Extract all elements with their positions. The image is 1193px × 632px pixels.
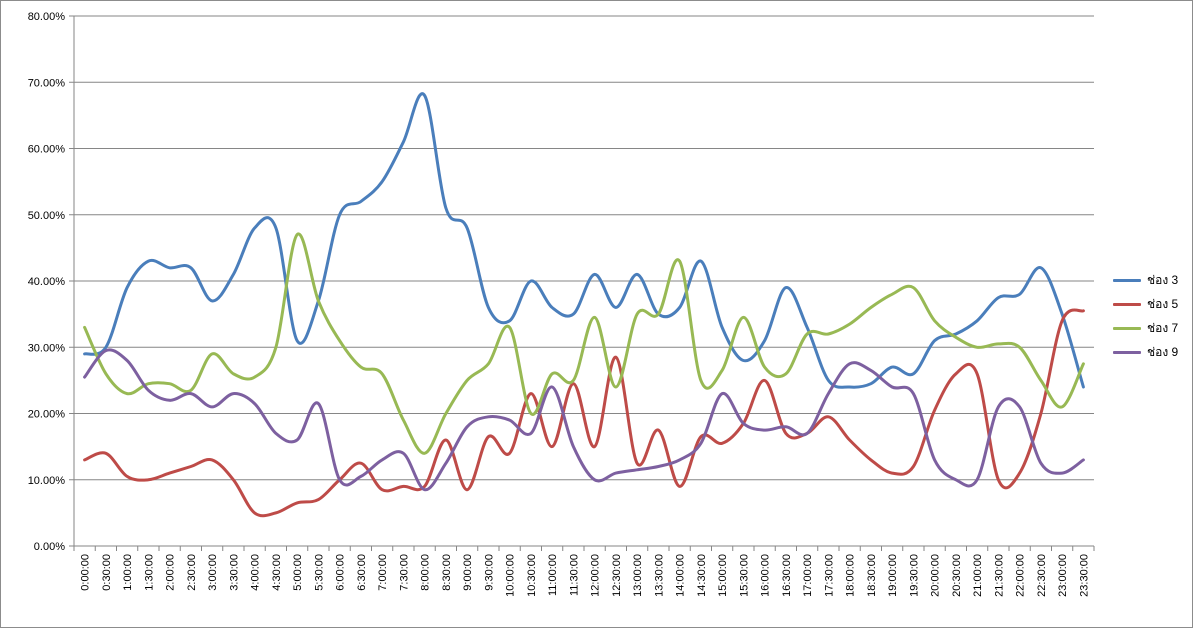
x-tick-label: 9:30:00 (483, 554, 495, 591)
x-tick-label: 16:30:00 (781, 554, 793, 597)
x-tick-label: 3:30:00 (228, 554, 240, 591)
x-tick-label: 18:00:00 (845, 554, 857, 597)
x-tick-label: 11:30:00 (568, 554, 580, 596)
y-tick-label: 30.00% (28, 342, 66, 354)
legend-item-series-1: ช่อง 5 (1113, 292, 1178, 316)
x-tick-label: 13:30:00 (653, 554, 665, 597)
legend-swatch (1113, 350, 1141, 354)
x-tick-label: 7:30:00 (398, 554, 410, 591)
y-tick-label: 10.00% (28, 475, 66, 487)
x-tick-label: 8:30:00 (441, 554, 453, 591)
x-tick-labels: 0:00:00 0:30:00 1:00:00 1:30:00 2:00:00 2:30:… (80, 554, 1091, 597)
x-tick-label: 11:00:00 (547, 554, 559, 596)
series-line-2 (83, 232, 1085, 455)
y-tick-label: 20.00% (28, 409, 66, 421)
x-tick-label: 23:30:00 (1078, 554, 1090, 597)
legend-swatch (1113, 326, 1141, 330)
series-lines (83, 92, 1085, 518)
y-tick-label: 0.00% (34, 541, 65, 553)
x-tick-label: 8:00:00 (420, 554, 432, 591)
legend-swatch (1113, 278, 1141, 282)
y-tick-label: 60.00% (28, 144, 66, 156)
x-tick-label: 9:00:00 (462, 554, 474, 591)
x-tick-label: 4:00:00 (250, 554, 262, 591)
x-tick-label: 7:00:00 (377, 554, 389, 591)
x-tick-label: 2:00:00 (165, 554, 177, 591)
x-tick-label: 4:30:00 (271, 554, 283, 591)
x-tick-label: 0:30:00 (101, 554, 113, 591)
legend-label: ช่อง 9 (1147, 344, 1179, 359)
x-tick-label: 10:00:00 (505, 554, 517, 597)
x-tick-label: 14:00:00 (675, 554, 687, 597)
series-line-1 (83, 308, 1085, 518)
x-tick-label: 15:30:00 (738, 554, 750, 597)
x-tick-label: 21:00:00 (972, 554, 984, 597)
legend-swatch (1113, 302, 1141, 306)
x-tick-label: 17:00:00 (802, 554, 814, 597)
legend: ช่อง 3 ช่อง 5 ช่อง 7 ช่อง 9 (1113, 268, 1178, 364)
x-tick-label: 21:30:00 (993, 554, 1005, 597)
x-tick-label: 12:30:00 (611, 554, 623, 597)
legend-item-series-2: ช่อง 7 (1113, 316, 1178, 340)
y-tick-label: 80.00% (28, 11, 66, 23)
x-tick-label: 14:30:00 (696, 554, 708, 597)
x-tick-label: 19:30:00 (908, 554, 920, 597)
x-tick-label: 10:30:00 (526, 554, 538, 597)
x-tick-label: 20:00:00 (930, 554, 942, 597)
x-tick-label: 20:30:00 (951, 554, 963, 597)
x-tick-label: 1:30:00 (143, 554, 155, 591)
x-tick-label: 5:00:00 (292, 554, 304, 591)
y-tick-label: 40.00% (28, 276, 66, 288)
axes (69, 15, 1095, 551)
x-tick-label: 12:00:00 (590, 554, 602, 597)
x-tick-label: 15:00:00 (717, 554, 729, 597)
x-tick-label: 18:30:00 (866, 554, 878, 597)
x-tick-label: 13:00:00 (632, 554, 644, 597)
y-tick-label: 50.00% (28, 210, 66, 222)
x-tick-label: 23:00:00 (1057, 554, 1069, 597)
x-tick-label: 2:30:00 (186, 554, 198, 591)
x-tick-label: 22:00:00 (1015, 554, 1027, 597)
x-tick-label: 22:30:00 (1036, 554, 1048, 597)
x-tick-label: 6:00:00 (335, 554, 347, 591)
x-tick-label: 0:00:00 (80, 554, 92, 591)
y-tick-label: 70.00% (28, 77, 66, 89)
series-line-0 (83, 92, 1085, 389)
x-tick-label: 19:00:00 (887, 554, 899, 597)
legend-label: ช่อง 7 (1147, 320, 1179, 335)
legend-item-series-0: ช่อง 3 (1113, 268, 1178, 292)
x-tick-label: 5:30:00 (313, 554, 325, 591)
x-tick-label: 3:00:00 (207, 554, 219, 591)
x-tick-label: 17:30:00 (823, 554, 835, 597)
x-tick-label: 1:00:00 (122, 554, 134, 591)
legend-label: ช่อง 5 (1147, 296, 1179, 311)
series-line-3 (83, 348, 1085, 492)
x-tick-label: 6:30:00 (356, 554, 368, 591)
legend-label: ช่อง 3 (1147, 272, 1179, 287)
x-tick-label: 16:00:00 (760, 554, 772, 597)
y-tick-labels: 0.00% 10.00% 20.00% 30.00% 40.00% 50.00% 60.00… (28, 11, 66, 553)
legend-item-series-3: ช่อง 9 (1113, 340, 1178, 364)
